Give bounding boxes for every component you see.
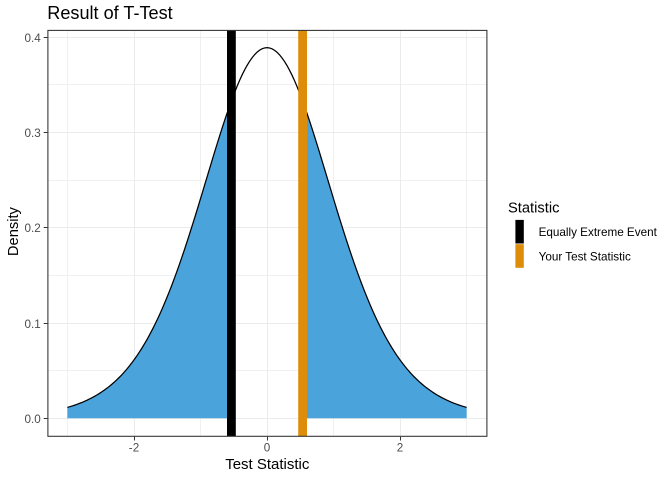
svg-text:Test Statistic: Test Statistic [225,456,310,473]
svg-text:0.1: 0.1 [25,318,41,331]
svg-text:Density: Density [6,206,22,256]
svg-text:Statistic: Statistic [508,201,559,217]
svg-text:0.3: 0.3 [25,127,41,140]
svg-text:0.0: 0.0 [25,413,42,426]
svg-text:Result of T-Test: Result of T-Test [47,3,172,23]
svg-text:Your Test Statistic: Your Test Statistic [539,250,631,263]
svg-text:2: 2 [397,442,404,455]
svg-text:0.4: 0.4 [25,32,42,45]
svg-text:Equally Extreme Event: Equally Extreme Event [539,226,658,239]
svg-text:0.2: 0.2 [25,222,41,235]
svg-text:0: 0 [264,442,271,455]
svg-text:-2: -2 [129,442,139,455]
